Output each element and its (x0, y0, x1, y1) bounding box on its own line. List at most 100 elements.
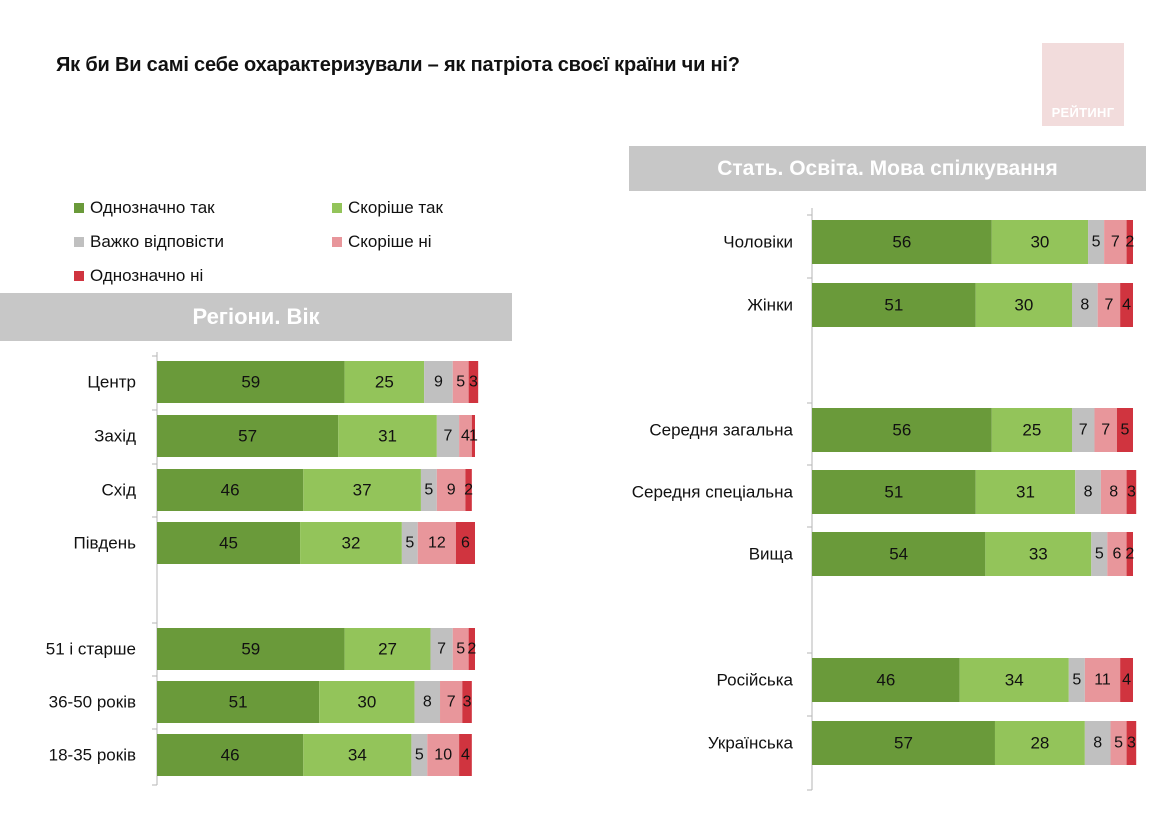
bar-segment-definitely-no (459, 734, 472, 776)
data-label: 54 (889, 545, 908, 564)
data-label: 8 (1080, 297, 1089, 314)
bar-segment-rather-yes (303, 469, 421, 511)
bar-segment-definitely-yes (157, 628, 345, 670)
data-label: 7 (1111, 234, 1120, 251)
bar-segment-definitely-no (1126, 220, 1133, 264)
bar-segment-rather-no (427, 734, 460, 776)
legend-swatch-rather-yes (332, 203, 342, 213)
bar-segment-rather-yes (994, 721, 1085, 765)
data-label: 3 (463, 694, 472, 711)
data-label: 30 (1030, 233, 1049, 252)
data-label: 8 (1093, 735, 1102, 752)
data-label: 6 (461, 535, 470, 552)
bar-segment-rather-no (459, 415, 472, 457)
bar-segment-rather-yes (338, 415, 437, 457)
panel-heading-right: Стать. Освіта. Мова спілкування (629, 146, 1146, 191)
data-label: 7 (447, 694, 456, 711)
bar-segment-definitely-no (455, 522, 475, 564)
rating-logo: РЕЙТИНГ (1042, 43, 1124, 126)
category-label: Захід (94, 427, 136, 446)
data-label: 51 (884, 296, 903, 315)
bar-segment-rather-no (1094, 408, 1117, 452)
bar-segment-definitely-yes (157, 734, 304, 776)
bar-segment-hard-to-say (420, 469, 437, 511)
data-label: 57 (238, 427, 257, 446)
bar-segment-rather-no (452, 361, 469, 403)
bar-segment-definitely-no (468, 361, 479, 403)
bar-segment-definitely-no (1126, 721, 1137, 765)
legend-swatch-rather-no (332, 237, 342, 247)
data-label: 34 (348, 746, 367, 765)
bar-segment-hard-to-say (430, 628, 453, 670)
bar-segment-rather-yes (975, 283, 1073, 327)
data-label: 8 (1084, 484, 1093, 501)
category-label: Українська (708, 734, 794, 753)
data-label: 25 (1022, 421, 1041, 440)
bar-segment-definitely-no (1120, 283, 1133, 327)
chart-legend: Однозначно так Скоріше так Важко відпові… (74, 198, 494, 298)
data-label: 59 (241, 373, 260, 392)
data-label: 5 (1095, 546, 1104, 563)
bar-segment-rather-no (452, 628, 469, 670)
bar-segment-definitely-yes (812, 408, 992, 452)
bar-segment-definitely-yes (812, 658, 960, 702)
data-label: 45 (219, 534, 238, 553)
bar-segment-definitely-no (471, 415, 475, 457)
bar-segment-definitely-yes (812, 283, 976, 327)
data-label: 5 (415, 747, 424, 764)
data-label: 7 (1079, 422, 1088, 439)
data-label: 56 (892, 421, 911, 440)
bar-segment-rather-no (1107, 532, 1127, 576)
data-label: 2 (467, 641, 476, 658)
data-label: 8 (1109, 484, 1118, 501)
data-label: 7 (444, 428, 453, 445)
bar-segment-hard-to-say (1075, 470, 1101, 514)
data-label: 1 (469, 428, 478, 445)
bar-segment-definitely-yes (812, 470, 976, 514)
bar-segment-rather-yes (985, 532, 1092, 576)
data-label: 4 (461, 747, 470, 764)
bar-segment-rather-no (436, 469, 466, 511)
data-label: 7 (1101, 422, 1110, 439)
data-label: 51 (884, 483, 903, 502)
legend-label: Скоріше ні (348, 232, 432, 251)
bar-segment-hard-to-say (1072, 283, 1098, 327)
bar-segment-rather-no (1110, 721, 1127, 765)
data-label: 31 (378, 427, 397, 446)
data-label: 5 (1114, 735, 1123, 752)
data-label: 3 (1127, 484, 1136, 501)
bar-segment-rather-yes (344, 628, 431, 670)
bar-segment-definitely-no (462, 681, 472, 723)
data-label: 32 (342, 534, 361, 553)
data-label: 2 (464, 482, 473, 499)
data-label: 5 (456, 641, 465, 658)
bar-segment-rather-no (417, 522, 456, 564)
bar-segment-hard-to-say (1068, 658, 1085, 702)
bar-segment-definitely-yes (157, 522, 301, 564)
data-label: 2 (1125, 234, 1134, 251)
data-label: 5 (1092, 234, 1101, 251)
bar-segment-definitely-no (1116, 408, 1133, 452)
bar-segment-definitely-yes (812, 220, 992, 264)
bar-segment-hard-to-say (424, 361, 453, 403)
bar-segment-rather-yes (319, 681, 415, 723)
bar-segment-definitely-no (1126, 470, 1137, 514)
bar-segment-hard-to-say (1084, 721, 1111, 765)
data-label: 7 (437, 641, 446, 658)
data-label: 4 (461, 428, 470, 445)
bar-segment-hard-to-say (1072, 408, 1095, 452)
data-label: 5 (456, 374, 465, 391)
panel-heading-left: Регіони. Вік (0, 293, 512, 341)
bar-segment-rather-no (440, 681, 463, 723)
data-label: 5 (405, 535, 414, 552)
data-label: 30 (1014, 296, 1033, 315)
logo-text: РЕЙТИНГ (1051, 105, 1115, 120)
bar-segment-definitely-no (1126, 532, 1133, 576)
data-label: 7 (1104, 297, 1113, 314)
legend-label: Важко відповісти (90, 232, 224, 251)
bar-segment-hard-to-say (1091, 532, 1108, 576)
category-label: Схід (102, 481, 137, 500)
bar-segment-rather-yes (991, 220, 1089, 264)
bar-segment-hard-to-say (414, 681, 441, 723)
